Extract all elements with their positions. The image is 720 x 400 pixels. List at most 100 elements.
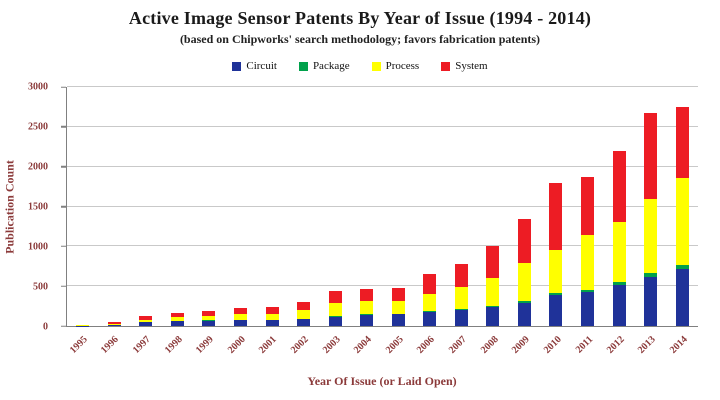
x-tick-label: 2004 [351, 334, 374, 356]
bar-segment-package [612, 282, 626, 285]
bar-segment-system [517, 219, 531, 264]
stacked-bar-2006 [423, 273, 437, 326]
bar-segment-system [360, 289, 374, 302]
bar-slot-1999 [193, 87, 225, 326]
y-tick-mark [61, 165, 66, 168]
x-tick-cell: 2007 [445, 329, 477, 365]
bar-segment-system [612, 150, 626, 223]
legend-label: Package [312, 60, 350, 72]
bar-segment-system [549, 183, 563, 250]
stacked-bar-1997 [139, 316, 153, 326]
bar-segment-package [517, 300, 531, 303]
bar-segment-process [360, 301, 374, 315]
gridline [67, 165, 698, 167]
stacked-bar-2000 [234, 308, 247, 326]
bar-segment-circuit [644, 276, 658, 326]
bar-segment-process [265, 313, 279, 321]
bar-segment-system [454, 264, 468, 287]
gridline [67, 125, 698, 127]
bar-segment-process [234, 313, 247, 321]
y-tick-label: 0 [43, 321, 48, 333]
bar-segment-package [454, 308, 468, 311]
plot-area [61, 86, 698, 327]
bar-segment-system [202, 311, 216, 316]
bar-segment-system [486, 246, 500, 279]
stacked-bar-2003 [328, 291, 342, 326]
x-tick-label: 1998 [162, 334, 185, 356]
bar-segment-system [234, 308, 247, 314]
bar-segment-package [486, 306, 500, 308]
bar-segment-system [107, 321, 121, 324]
legend-label: Circuit [246, 60, 277, 72]
bar-segment-system [581, 177, 595, 235]
bar-segment-system [297, 301, 311, 310]
x-tick-label: 2001 [257, 334, 280, 356]
bar-segment-package [644, 273, 658, 277]
x-tick-label: 1997 [130, 334, 153, 356]
x-tick-label: 2009 [509, 334, 532, 356]
x-tick-label: 2002 [288, 334, 311, 356]
x-tick-cell: 2011 [572, 329, 604, 365]
bar-segment-circuit [391, 314, 405, 326]
y-tick-mark [61, 86, 66, 88]
bar-segment-system [265, 307, 279, 314]
bar-segment-package [423, 310, 437, 312]
bar-segment-package [581, 289, 595, 292]
legend-swatch-package [298, 61, 308, 71]
legend-label: Process [385, 60, 420, 72]
bar-segment-package [675, 264, 689, 269]
stacked-bar-1995 [76, 324, 90, 326]
bar-slot-2001 [256, 87, 288, 326]
bar-slot-1995 [67, 87, 99, 326]
x-tick-label: 2014 [667, 334, 690, 356]
stacked-bar-2008 [486, 246, 500, 326]
bar-segment-process [328, 302, 342, 317]
bars-container [67, 87, 698, 326]
x-tick-cell: 1995 [66, 329, 98, 365]
bar-segment-process [644, 198, 658, 274]
x-tick-cell: 2008 [477, 329, 509, 365]
x-tick-cell: 1998 [161, 329, 193, 365]
y-tick-mark [61, 126, 66, 128]
stacked-bar-2001 [265, 307, 279, 326]
bar-segment-process [517, 263, 531, 301]
bar-segment-circuit [328, 316, 342, 326]
y-tick-label: 1000 [28, 241, 48, 253]
bar-segment-process [202, 315, 216, 321]
x-tick-cell: 2002 [287, 329, 319, 365]
stacked-bar-2007 [454, 264, 468, 326]
bar-segment-system [423, 273, 437, 294]
bar-slot-2005 [382, 87, 414, 326]
bar-segment-circuit [265, 320, 279, 326]
x-tick-label: 2010 [541, 334, 564, 356]
bar-slot-2010 [540, 87, 572, 326]
bar-segment-system [675, 106, 689, 178]
bar-segment-circuit [612, 284, 626, 326]
bar-segment-process [486, 278, 500, 307]
bar-segment-system [391, 288, 405, 301]
stacked-bar-2014 [675, 106, 689, 326]
x-tick-cell: 2003 [319, 329, 351, 365]
x-tick-label: 2006 [415, 334, 438, 356]
stacked-bar-2002 [297, 301, 311, 326]
y-tick-label: 2000 [28, 161, 48, 173]
bar-slot-2004 [351, 87, 383, 326]
y-tick-mark [61, 245, 66, 248]
x-tick-label: 2011 [573, 334, 596, 356]
bar-segment-circuit [423, 311, 437, 326]
x-tick-cell: 2001 [256, 329, 288, 365]
x-tick-cell: 2010 [540, 329, 572, 365]
x-tick-label: 2013 [636, 334, 659, 356]
y-tick-mark [61, 205, 66, 208]
x-tick-label: 2003 [320, 334, 343, 356]
bar-segment-package [549, 293, 563, 295]
bar-segment-circuit [234, 320, 247, 326]
gridline [67, 86, 698, 87]
bar-segment-system [328, 291, 342, 303]
gridline [67, 285, 698, 287]
bar-slot-2011 [572, 87, 604, 326]
chart-legend: Circuit Package Process System [0, 59, 720, 73]
bar-slot-2012 [603, 87, 635, 326]
stacked-bar-1999 [202, 311, 216, 326]
bar-segment-circuit [360, 314, 374, 326]
